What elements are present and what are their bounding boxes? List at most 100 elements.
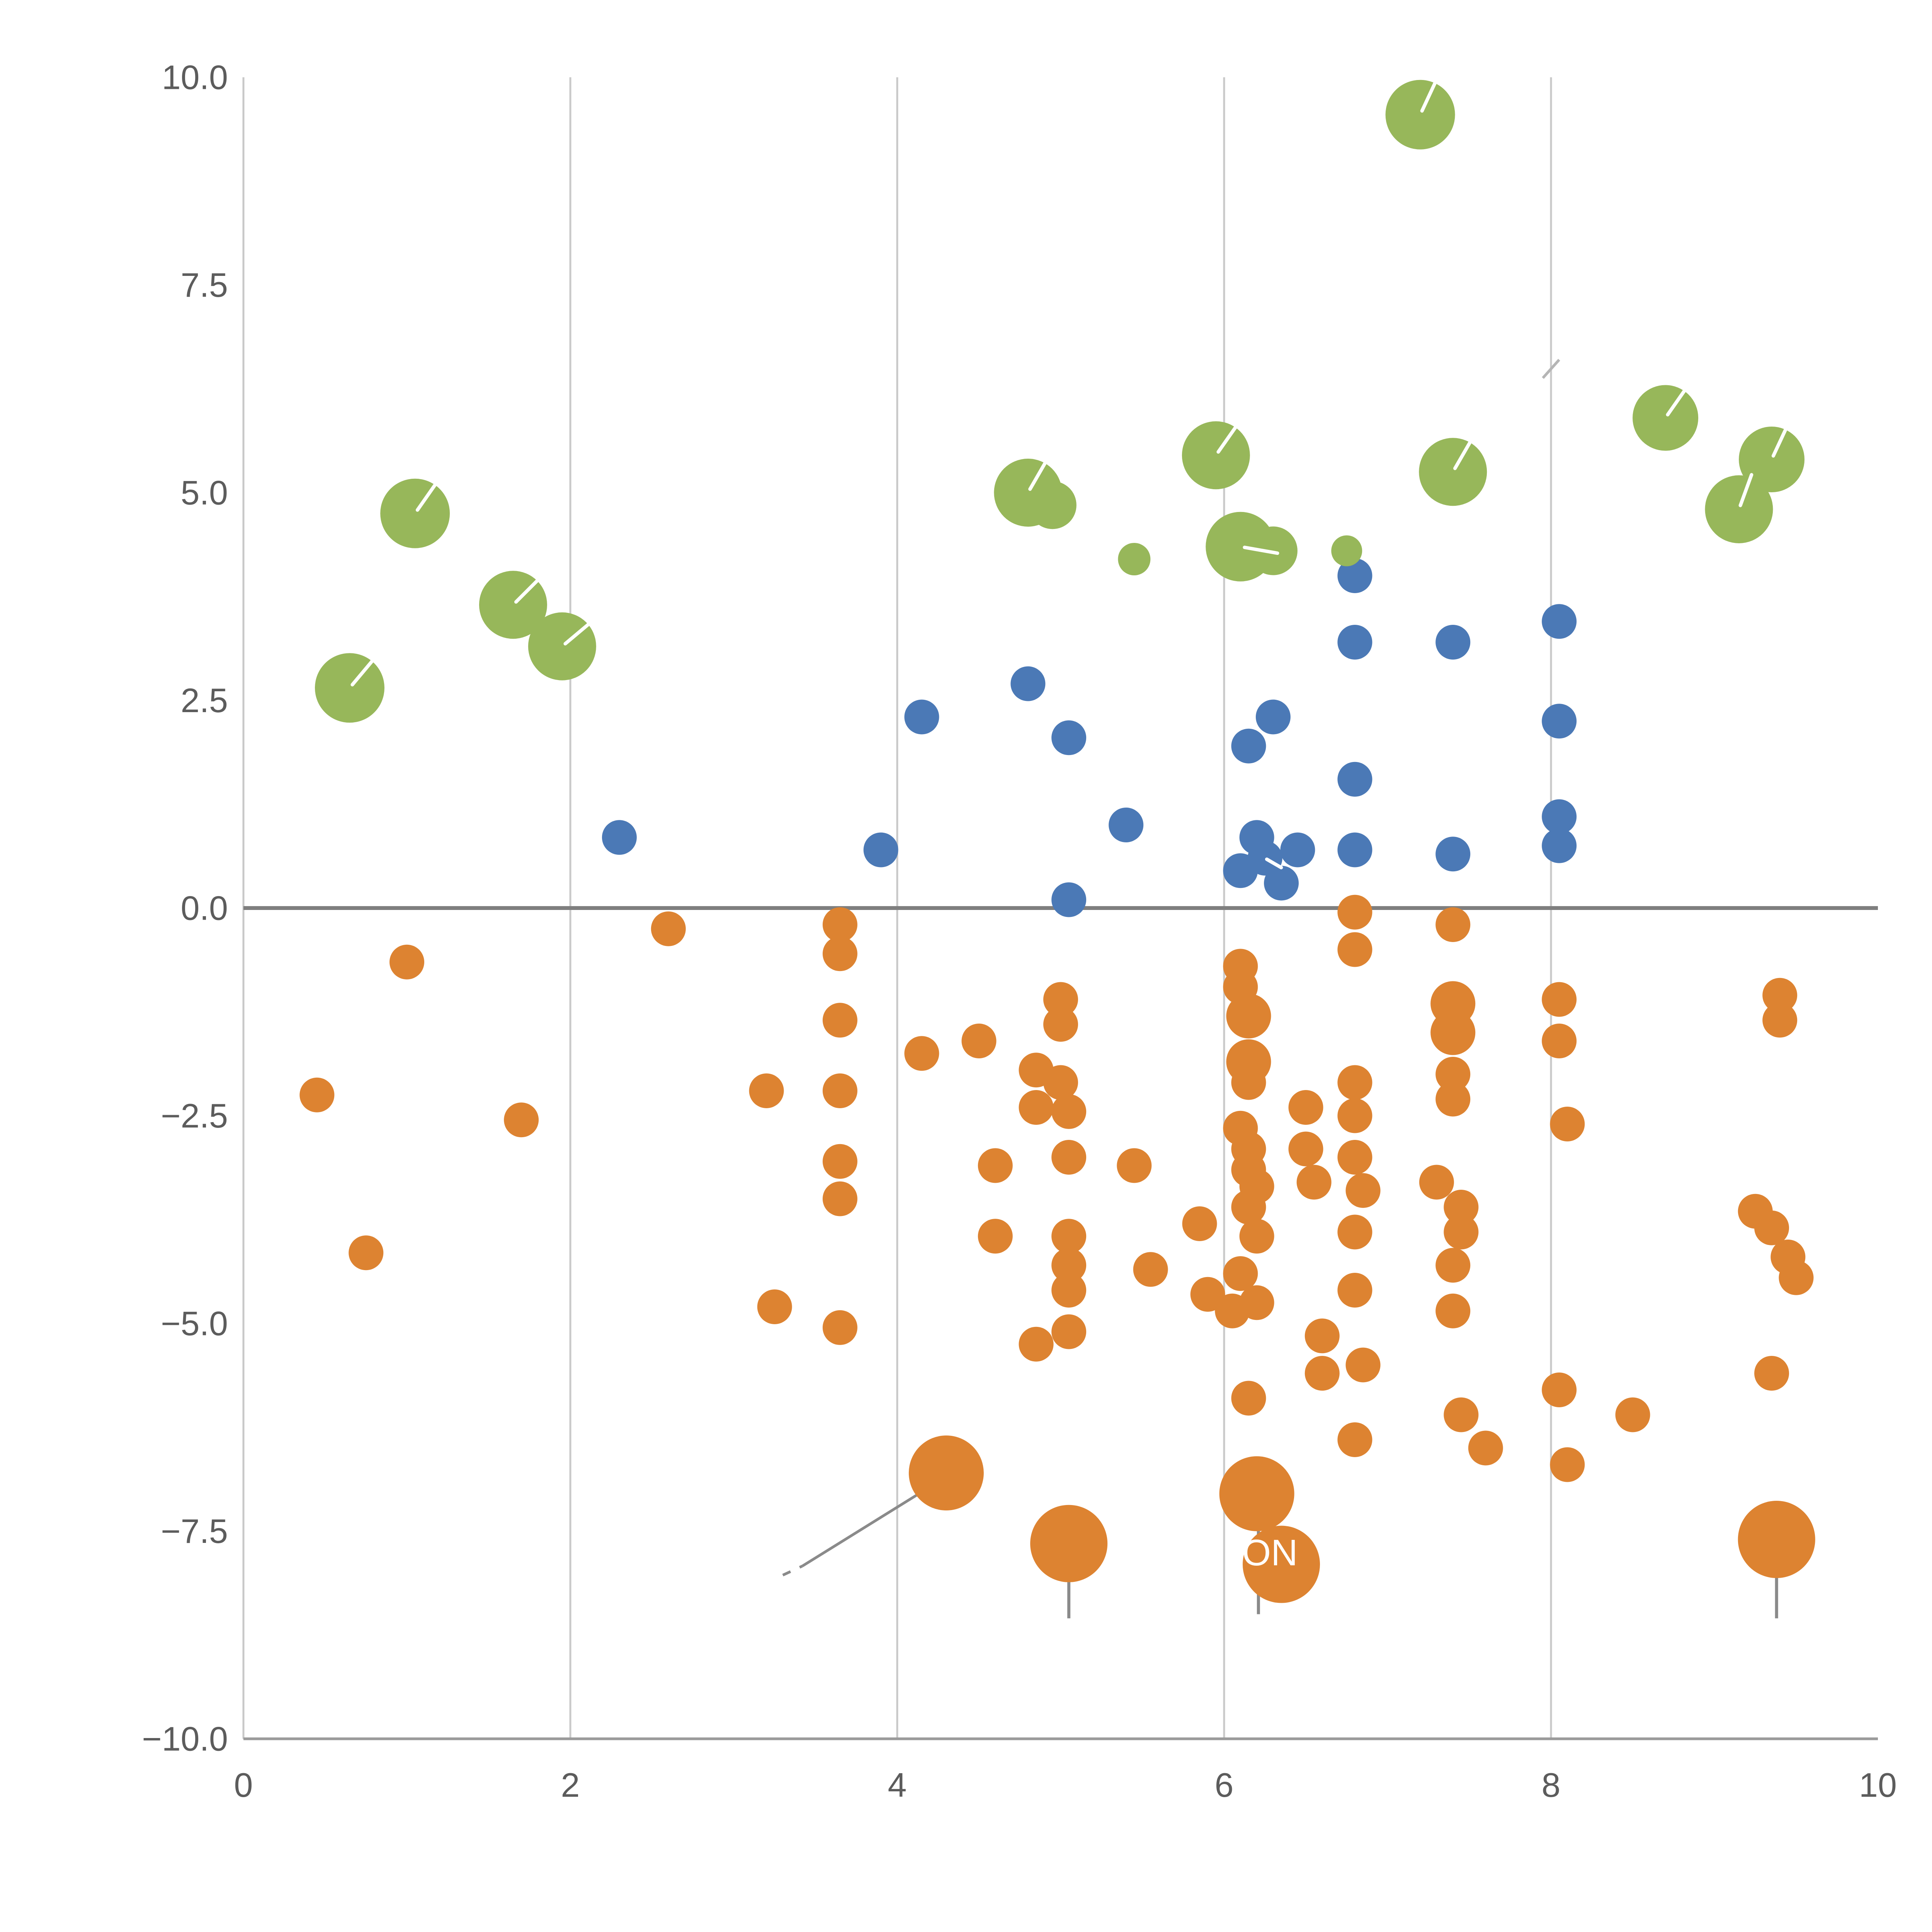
scatter-point-blue [1337, 558, 1372, 593]
scatter-point-blue [1051, 882, 1087, 917]
scatter-point-orange [1051, 1314, 1087, 1349]
scatter-point-orange [822, 1003, 857, 1038]
scatter-point-orange [1304, 1318, 1340, 1354]
scatter-point-orange [1550, 1107, 1585, 1141]
scatter-point-orange [1296, 1165, 1332, 1200]
scatter-point-green [1118, 543, 1151, 575]
scatter-point-orange [1030, 1505, 1108, 1582]
scatter-point-orange [1243, 1526, 1320, 1603]
scatter-point-orange [349, 1235, 384, 1270]
scatter-point-blue [1435, 625, 1471, 660]
scatter-point-orange [1444, 1214, 1479, 1250]
marker-hand [1243, 546, 1279, 555]
scatter-point-blue [1247, 841, 1282, 876]
scatter-point-orange [822, 936, 857, 971]
scatter-point-green [1028, 481, 1077, 529]
scatter-point-orange [299, 1077, 335, 1112]
marker-hand [1420, 79, 1438, 113]
scatter-point-orange [1288, 1090, 1323, 1125]
scatter-point-orange [1231, 1381, 1266, 1416]
scatter-point-orange [1051, 1219, 1087, 1254]
scatter-point-blue [602, 820, 637, 855]
scatter-point-orange [1019, 1090, 1054, 1125]
scatter-point-blue [1264, 866, 1299, 901]
x-tick-label: 2 [561, 1766, 580, 1804]
scatter-point-orange [1239, 1285, 1274, 1320]
scatter-point-orange [1345, 1347, 1381, 1383]
scatter-point-green [1331, 535, 1362, 566]
scatter-point-orange [1231, 1065, 1266, 1100]
scatter-point-orange [1019, 1327, 1054, 1362]
scatter-point-green [1633, 385, 1699, 451]
scatter-point-orange [822, 1181, 857, 1216]
scatter-point-green [528, 612, 596, 680]
scatter-point-orange [822, 1073, 857, 1108]
scatter-point-green [1385, 80, 1455, 150]
y-tick-label: 7.5 [181, 266, 228, 304]
scatter-point-blue [863, 832, 898, 867]
marker-hand [415, 481, 439, 512]
scatter-point-orange [1615, 1397, 1650, 1432]
scatter-point-orange [1133, 1252, 1168, 1287]
scatter-point-green [1419, 438, 1487, 506]
scatter-point-orange [1043, 1007, 1078, 1042]
scatter-point-orange [1542, 1024, 1577, 1058]
scatter-point-orange [1190, 1277, 1225, 1312]
scatter-point-orange [1542, 982, 1577, 1017]
scatter-point-blue [1010, 666, 1046, 701]
y-tick-label: 0.0 [181, 889, 228, 927]
scatter-point-orange [978, 1148, 1013, 1183]
scatter-point-orange [1337, 895, 1372, 930]
scatter-point-orange [1182, 1206, 1217, 1241]
marker-hand [1453, 438, 1473, 470]
scatter-point-orange [1435, 1082, 1471, 1117]
scatter-point-blue [1109, 808, 1144, 842]
marker-hand [1265, 857, 1283, 869]
scatter-point-orange [1754, 1356, 1789, 1391]
marker-hand [1738, 473, 1753, 507]
scatter-point-orange [1239, 1219, 1274, 1254]
y-tick-label: −2.5 [161, 1097, 228, 1135]
small-dash-mark [1542, 359, 1560, 379]
scatter-point-green [380, 478, 450, 548]
scatter-point-orange [504, 1102, 539, 1138]
scatter-point-orange [1435, 907, 1471, 942]
scatter-point-orange [1762, 1003, 1798, 1038]
scatter-point-orange [1430, 1010, 1476, 1055]
marker-hand [1771, 425, 1789, 458]
scatter-point-orange [1435, 1293, 1471, 1328]
x-tick-label: 10 [1859, 1766, 1897, 1804]
scatter-point-orange [1345, 1173, 1381, 1208]
scatter-point-orange [1337, 1098, 1372, 1133]
scatter-point-orange [1435, 1248, 1471, 1283]
scatter-point-blue [1435, 837, 1471, 872]
scatter-point-orange [1738, 1501, 1815, 1578]
x-tick-label: 6 [1215, 1766, 1234, 1804]
scatter-point-blue [1337, 832, 1372, 867]
overlay-label: ON [1242, 1532, 1298, 1573]
scatter-point-orange [822, 907, 857, 942]
scatter-point-orange [1288, 1131, 1323, 1167]
scatter-point-orange [651, 911, 686, 946]
scatter-point-orange [1779, 1260, 1814, 1295]
y-tick-label: −10.0 [142, 1720, 228, 1758]
tick-labels-layer: 0 2 4 6 8 10 −10.0 −7.5 −5.0 −2.5 0.0 2.5 5.0 7.5 10.0 [142, 58, 1897, 1804]
scatter-point-orange [1051, 1248, 1087, 1283]
scatter-point-orange [1043, 1065, 1078, 1100]
scatter-point-orange [1051, 1140, 1087, 1175]
points-layer [299, 80, 1815, 1603]
scatter-point-orange [1337, 1065, 1372, 1100]
scatter-point-orange [757, 1289, 792, 1324]
y-tick-label: 5.0 [181, 474, 228, 512]
marker-hand [1028, 459, 1048, 491]
scatter-point-orange [1337, 1422, 1372, 1457]
scatter-point-orange [1117, 1148, 1152, 1183]
scatter-point-blue [1337, 625, 1372, 660]
scatter-point-orange [1468, 1430, 1503, 1466]
scatter-point-orange [1435, 1057, 1471, 1092]
scatter-point-orange [749, 1073, 784, 1108]
scatter-point-blue [1231, 728, 1266, 764]
marker-hand [350, 657, 376, 687]
scatter-point-orange [1304, 1356, 1340, 1391]
